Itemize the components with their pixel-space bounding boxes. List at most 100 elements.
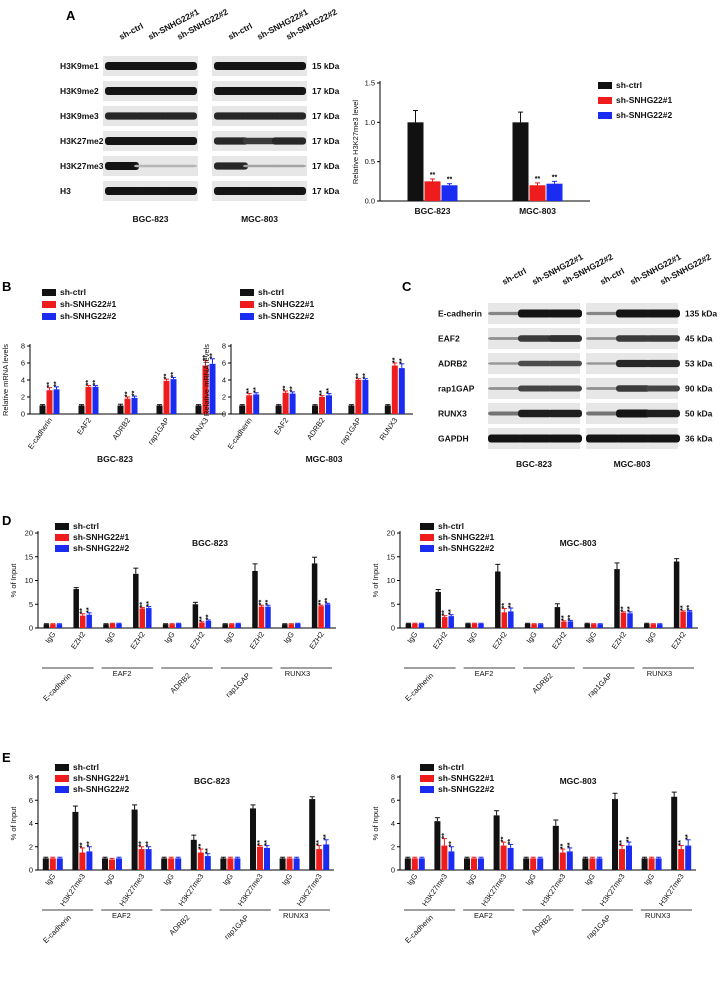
bar <box>163 380 170 414</box>
legend-swatch <box>598 82 612 89</box>
row-label: H3K27me2 <box>60 136 104 146</box>
band <box>646 385 680 392</box>
cell-line-label: MGC-803 <box>614 459 651 469</box>
x-tick-label: H3K27me3 <box>236 872 265 908</box>
kda-label: 15 kDa <box>312 61 340 71</box>
bar <box>246 395 253 414</box>
x-tick-label: H3K27me3 <box>598 872 627 908</box>
row-label: GAPDH <box>438 434 469 444</box>
band <box>586 411 620 416</box>
band <box>105 62 139 70</box>
band <box>616 309 650 318</box>
significance-mark: ** <box>259 599 266 605</box>
y-tick-label: 10 <box>387 576 395 585</box>
bar <box>398 368 405 414</box>
bar <box>412 623 418 628</box>
significance-mark: ** <box>325 598 332 604</box>
bar <box>614 569 620 628</box>
y-tick-label: 10 <box>25 576 33 585</box>
bar <box>507 847 514 870</box>
significance-mark: ** <box>54 381 61 387</box>
y-tick-label: 0.0 <box>365 197 375 206</box>
x-tick-label: H3K27me3 <box>420 872 449 908</box>
bar <box>566 851 573 870</box>
bar <box>686 611 693 628</box>
significance-mark: ** <box>355 373 362 379</box>
x-tick-label: H3K27me3 <box>479 872 508 908</box>
bar <box>293 858 300 870</box>
band <box>163 87 197 95</box>
kda-label: 135 kDa <box>685 309 717 319</box>
significance-mark: ** <box>561 615 568 621</box>
legend-label: sh-ctrl <box>73 521 99 531</box>
bar <box>109 623 116 628</box>
bar <box>282 624 288 628</box>
y-tick-label: 2 <box>21 393 25 402</box>
bar <box>355 380 362 414</box>
bar <box>559 852 566 870</box>
x-tick-label: IgG <box>464 872 478 887</box>
y-tick-label: 6 <box>222 359 226 368</box>
bar <box>464 858 470 870</box>
bar <box>411 858 418 870</box>
lane-header: sh-ctrl <box>500 266 528 287</box>
band <box>272 62 306 70</box>
band <box>163 187 197 195</box>
bar <box>250 808 256 870</box>
bar <box>512 122 529 201</box>
bar <box>239 405 246 414</box>
legend-swatch <box>420 764 434 771</box>
band <box>646 335 680 342</box>
bar <box>133 573 139 628</box>
bar <box>72 811 79 870</box>
y-axis-label: % of Input <box>9 806 18 841</box>
legend-swatch <box>42 301 56 308</box>
group-label: ADRB2 <box>529 913 553 937</box>
band <box>548 385 582 392</box>
kda-label: 17 kDa <box>312 186 340 196</box>
band <box>518 309 552 318</box>
bar <box>78 405 85 414</box>
legend-label: sh-SNHG22#2 <box>258 311 314 321</box>
significance-mark: ** <box>399 358 406 364</box>
y-tick-label: 4 <box>391 819 395 828</box>
band <box>272 137 306 145</box>
row-label: ADRB2 <box>438 359 468 369</box>
bar <box>441 617 448 628</box>
lane-header: sh-ctrl <box>117 21 145 42</box>
legend-swatch <box>420 786 434 793</box>
bar <box>162 624 169 628</box>
bar <box>116 623 122 628</box>
x-tick-label: IgG <box>222 630 236 645</box>
row-label: H3K9me2 <box>60 86 99 96</box>
bar <box>139 608 146 628</box>
significance-mark: ** <box>283 385 290 391</box>
bar <box>671 796 678 870</box>
bar <box>448 616 454 628</box>
western-blot-a: sh-ctrl sh-SNHG22#1sh-SNHG22#2sh-ctrl sh-S… <box>60 6 340 224</box>
bar <box>685 845 692 870</box>
bar <box>650 624 657 628</box>
chart-title: MGC-803 <box>306 454 343 464</box>
bar <box>79 852 86 870</box>
band <box>243 137 277 145</box>
bar <box>222 624 228 628</box>
y-tick-label: 1.5 <box>365 79 375 88</box>
bar <box>286 858 293 870</box>
band <box>616 335 650 342</box>
bar <box>312 405 318 414</box>
band <box>488 362 522 365</box>
band <box>586 337 620 340</box>
bar <box>228 624 235 628</box>
bar <box>500 845 507 870</box>
significance-mark: ** <box>203 355 210 361</box>
y-tick-label: 15 <box>387 552 395 561</box>
y-axis-label: % of Input <box>371 563 380 598</box>
x-tick-label: MGC-803 <box>519 206 556 216</box>
significance-mark: ** <box>508 602 515 608</box>
significance-mark: ** <box>680 605 687 611</box>
bar <box>678 849 685 870</box>
legend-swatch <box>240 313 254 320</box>
